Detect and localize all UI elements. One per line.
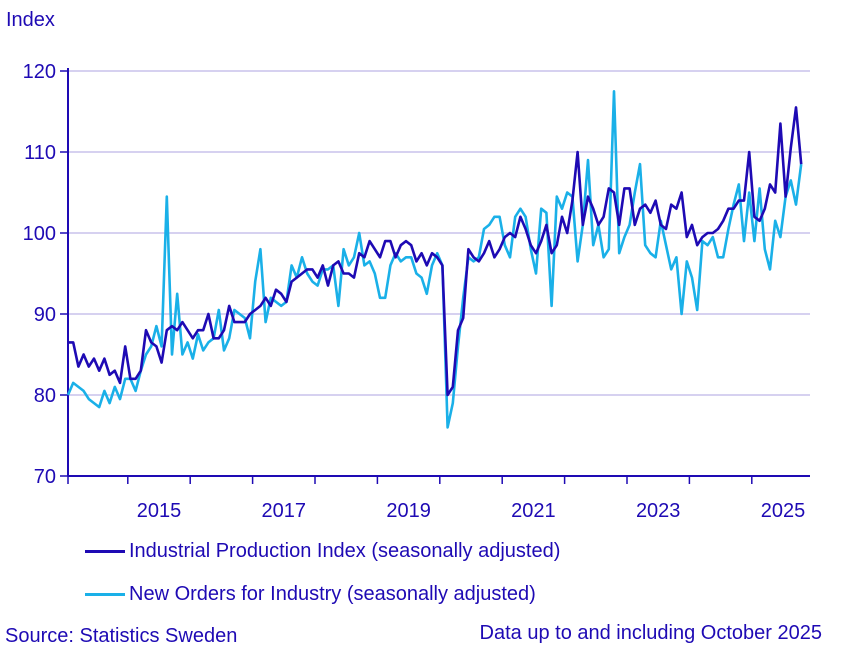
x-tick-label: 2015 (137, 500, 182, 522)
legend-swatch-production (85, 550, 125, 553)
y-tick-label: 90 (34, 304, 56, 326)
legend-item-production: Industrial Production Index (seasonally … (85, 540, 560, 563)
x-tick-label: 2019 (386, 500, 431, 522)
data-coverage-note: Data up to and including October 2025 (479, 622, 822, 644)
y-tick-label: 100 (23, 223, 56, 245)
legend-label-production: Industrial Production Index (seasonally … (129, 540, 561, 562)
x-tick-label: 2023 (636, 500, 681, 522)
y-tick-label: 110 (24, 142, 56, 164)
y-axis-label: Index (6, 9, 55, 31)
x-tick-label: 2025 (761, 500, 806, 522)
y-tick-label: 70 (34, 466, 56, 488)
x-tick-label: 2021 (511, 500, 556, 522)
y-tick-label: 80 (34, 385, 56, 407)
legend-item-orders: New Orders for Industry (seasonally adju… (85, 583, 536, 606)
x-tick-label: 2017 (262, 500, 307, 522)
series-line-production (68, 106, 803, 397)
legend-label-orders: New Orders for Industry (seasonally adju… (129, 583, 536, 605)
legend-swatch-orders (85, 593, 125, 596)
y-tick-label: 120 (23, 61, 56, 83)
source-note: Source: Statistics Sweden (5, 625, 238, 647)
series-line-new-orders (66, 90, 803, 429)
